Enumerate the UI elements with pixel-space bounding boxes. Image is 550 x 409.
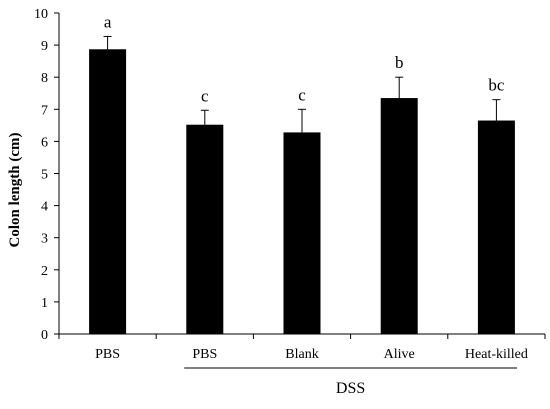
group-annotation: DSS bbox=[184, 367, 517, 397]
significance-label: c bbox=[201, 86, 209, 105]
bar bbox=[89, 49, 127, 334]
significance-label: a bbox=[104, 12, 112, 31]
y-tick-label: 3 bbox=[41, 232, 48, 247]
x-axis bbox=[58, 333, 546, 339]
group-label: DSS bbox=[336, 380, 365, 397]
y-tick-label: 5 bbox=[41, 168, 48, 183]
y-tick-label: 8 bbox=[41, 71, 48, 86]
y-tick-label: 0 bbox=[41, 328, 48, 343]
significance-label: c bbox=[298, 85, 306, 104]
bar bbox=[477, 120, 515, 334]
significance-label: bc bbox=[488, 76, 505, 95]
bar-labels: a PBS c PBS c Blank b Alive bc Heat-killed bbox=[95, 12, 528, 362]
bar bbox=[283, 132, 321, 334]
y-tick-label: 4 bbox=[41, 200, 48, 215]
y-tick-label: 9 bbox=[41, 39, 48, 54]
x-tick-label: Heat-killed bbox=[465, 347, 528, 362]
bars bbox=[89, 35, 515, 334]
y-axis: 0 1 2 3 4 5 6 7 8 9 10 bbox=[34, 7, 60, 343]
x-tick-label: Alive bbox=[384, 347, 415, 362]
y-tick-label: 1 bbox=[41, 296, 48, 311]
y-tick-label: 6 bbox=[41, 135, 48, 150]
y-tick-label: 10 bbox=[34, 7, 48, 22]
x-tick-label: PBS bbox=[95, 347, 120, 362]
y-tick-label: 7 bbox=[41, 103, 48, 118]
significance-label: b bbox=[395, 53, 404, 72]
bar bbox=[186, 124, 224, 334]
y-axis-title: Colon length (cm) bbox=[7, 133, 23, 248]
y-tick-label: 2 bbox=[41, 264, 48, 279]
x-tick-label: Blank bbox=[285, 347, 318, 362]
bar bbox=[380, 98, 418, 334]
x-tick-label: PBS bbox=[192, 347, 217, 362]
